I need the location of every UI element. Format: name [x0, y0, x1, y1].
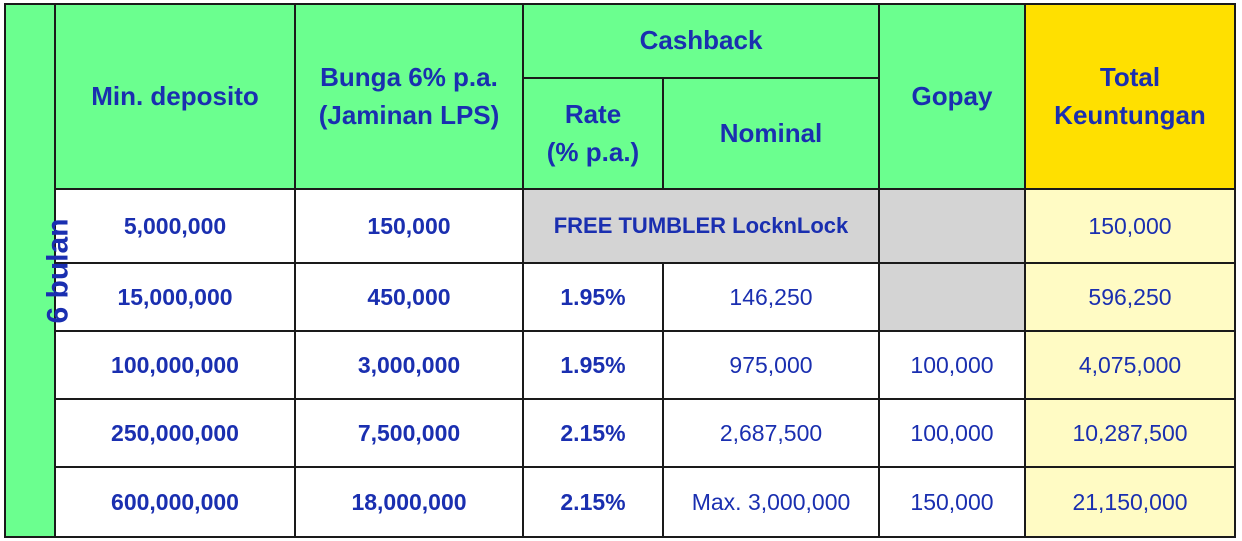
table-row: 15,000,000 450,000 1.95% 146,250 596,250 [5, 262, 1236, 332]
cell-min-deposito: 15,000,000 [54, 262, 296, 332]
table-row: 5,000,000 150,000 FREE TUMBLER LocknLock… [5, 188, 1236, 264]
cell-rate: 2.15% [522, 466, 664, 538]
cell-min-deposito: 250,000,000 [54, 398, 296, 468]
header-bunga-line1: Bunga 6% p.a. [320, 61, 498, 92]
header-total: Total Keuntungan [1024, 3, 1236, 190]
cell-nominal: 975,000 [662, 330, 880, 400]
cell-total: 10,287,500 [1024, 398, 1236, 468]
cell-total: 596,250 [1024, 262, 1236, 332]
cell-bunga: 7,500,000 [294, 398, 524, 468]
cell-bunga: 150,000 [294, 188, 524, 264]
deposit-rates-table: 6 bulan Min. deposito Bunga 6% p.a. (Jam… [4, 3, 1236, 538]
tenor-label-cell: 6 bulan [4, 3, 75, 538]
header-gopay: Gopay [878, 3, 1026, 190]
cell-nominal: 2,687,500 [662, 398, 880, 468]
header-rate-line2: (% p.a.) [546, 136, 640, 167]
cell-min-deposito: 100,000,000 [54, 330, 296, 400]
cell-rate: 1.95% [522, 330, 664, 400]
cell-min-deposito: 5,000,000 [54, 188, 296, 264]
cell-gopay: 100,000 [878, 398, 1026, 468]
cell-nominal: Max. 3,000,000 [662, 466, 880, 538]
header-rate: Rate (% p.a.) [522, 77, 664, 190]
table-row: 100,000,000 3,000,000 1.95% 975,000 100,… [5, 330, 1236, 400]
tenor-label: 6 bulan [41, 217, 75, 324]
header-total-line2: Keuntungan [1054, 99, 1206, 130]
cell-rate: 1.95% [522, 262, 664, 332]
cell-gopay: 150,000 [878, 466, 1026, 538]
header-cashback: Cashback [522, 3, 880, 79]
cell-min-deposito: 600,000,000 [54, 466, 296, 538]
cell-gopay-empty [878, 262, 1026, 332]
header-total-line1: Total [1099, 61, 1161, 92]
header-rate-line1: Rate [564, 98, 622, 129]
cell-gopay-empty [878, 188, 1026, 264]
header-bunga: Bunga 6% p.a. (Jaminan LPS) [294, 3, 524, 190]
cell-total: 21,150,000 [1024, 466, 1236, 538]
cell-bunga: 18,000,000 [294, 466, 524, 538]
cell-gopay: 100,000 [878, 330, 1026, 400]
header-bunga-line2: (Jaminan LPS) [318, 99, 500, 130]
cell-promo: FREE TUMBLER LocknLock [522, 188, 880, 264]
cell-total: 4,075,000 [1024, 330, 1236, 400]
cell-bunga: 450,000 [294, 262, 524, 332]
table-row: 600,000,000 18,000,000 2.15% Max. 3,000,… [5, 466, 1236, 538]
header-nominal: Nominal [662, 77, 880, 190]
cell-nominal: 146,250 [662, 262, 880, 332]
table-row: 250,000,000 7,500,000 2.15% 2,687,500 10… [5, 398, 1236, 468]
cell-total: 150,000 [1024, 188, 1236, 264]
header-min-deposito: Min. deposito [54, 3, 296, 190]
cell-bunga: 3,000,000 [294, 330, 524, 400]
cell-rate: 2.15% [522, 398, 664, 468]
